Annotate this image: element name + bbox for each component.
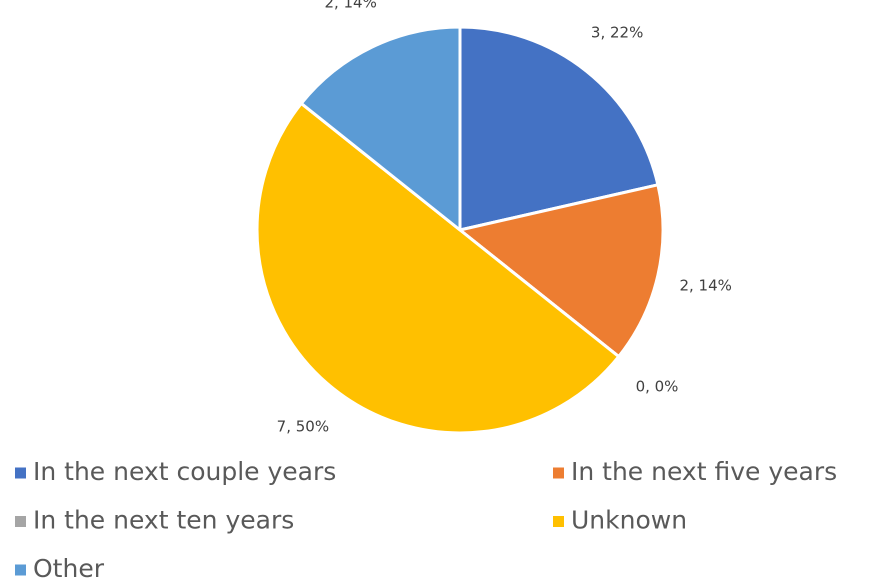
legend-swatch xyxy=(15,564,26,576)
data-label: 2, 14% xyxy=(679,277,731,295)
pie-slice xyxy=(458,183,665,359)
legend-swatch xyxy=(15,467,26,479)
legend-swatch xyxy=(553,516,564,527)
pie-slice xyxy=(299,25,462,232)
legend-swatch xyxy=(15,516,26,527)
legend-label: In the next couple years xyxy=(33,457,336,486)
legend-label: Unknown xyxy=(571,506,687,535)
legend-swatch xyxy=(553,467,564,479)
legend-label: In the next five years xyxy=(571,457,837,486)
pie-slice xyxy=(458,25,660,232)
legend-label: Other xyxy=(33,554,105,583)
data-label: 3, 22% xyxy=(591,23,643,41)
data-label: 0, 0% xyxy=(636,378,679,396)
data-label: 7, 50% xyxy=(277,418,329,436)
legend-label: In the next ten years xyxy=(33,506,294,535)
pie-slice xyxy=(255,101,621,435)
data-label: 2, 14% xyxy=(324,0,376,11)
